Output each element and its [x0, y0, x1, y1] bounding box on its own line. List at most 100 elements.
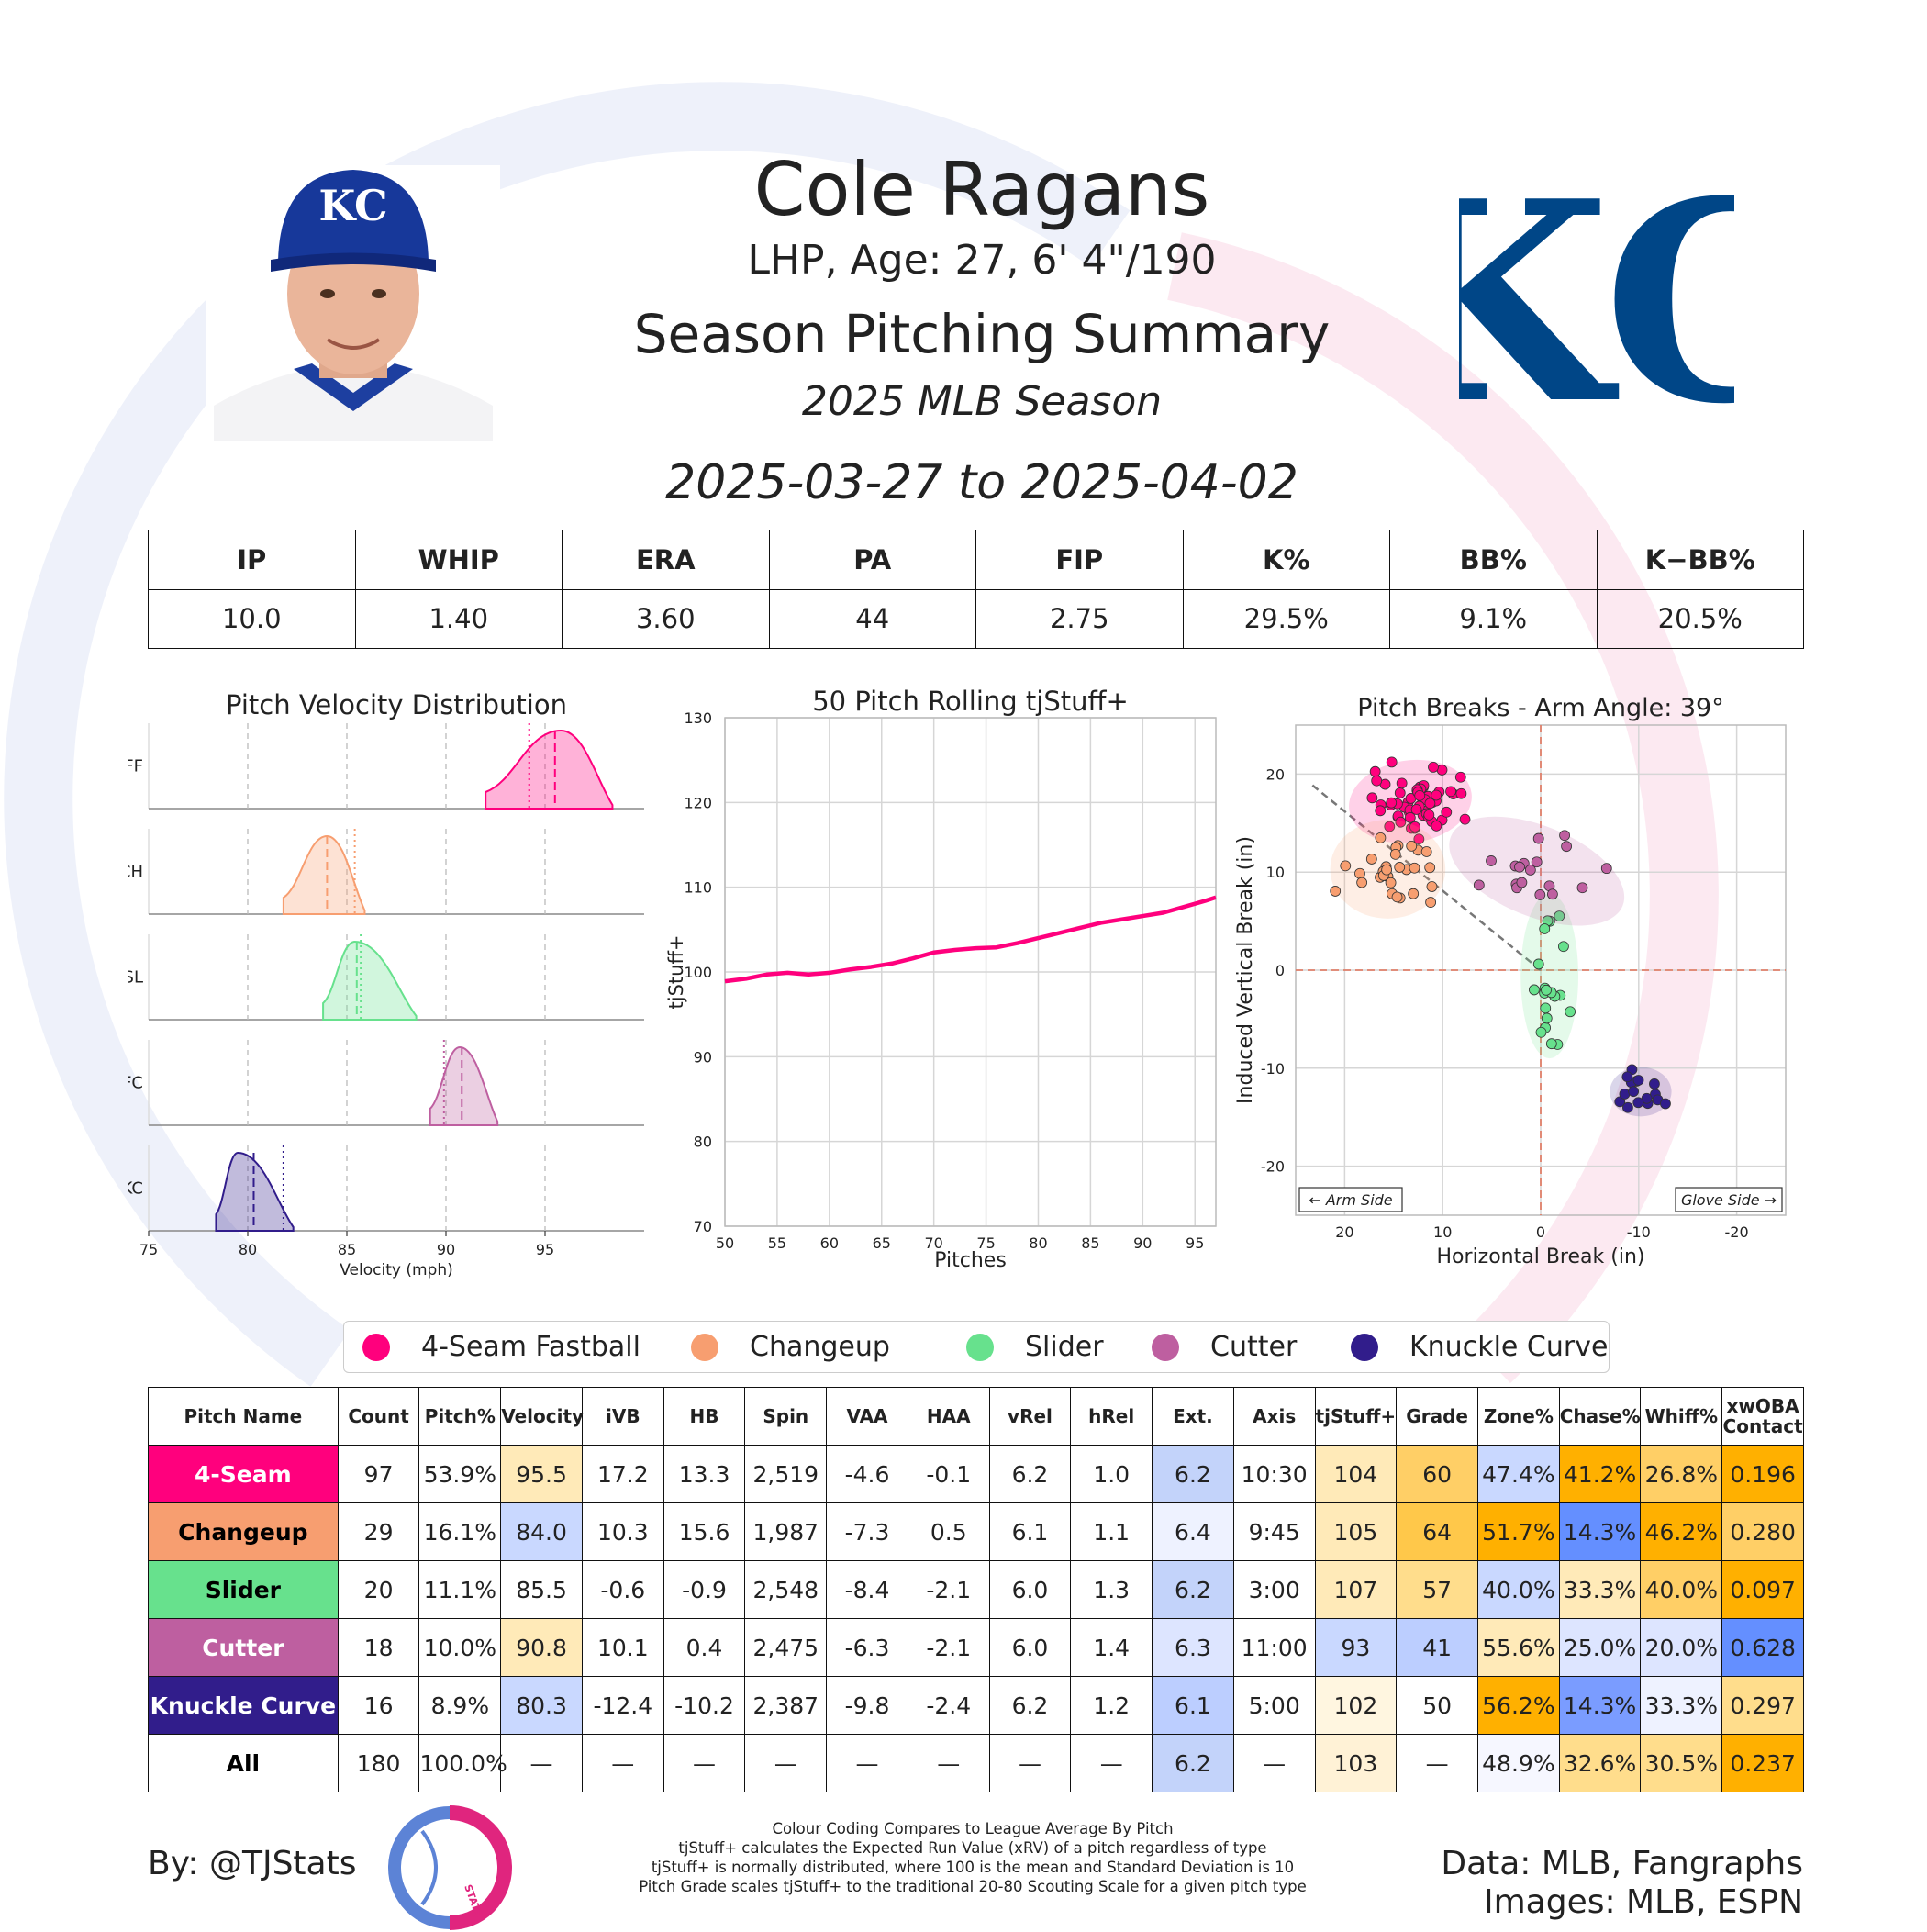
x-tick-label: -20: [1725, 1223, 1749, 1241]
pitch-table-row: All 180 100.0% — — — — — — — —6.2—103—48.9% 32.6% 30…: [148, 1734, 1804, 1792]
break-point-4: [1641, 1092, 1653, 1104]
break-point-4: [1628, 1086, 1640, 1098]
break-point-0: [1410, 804, 1422, 815]
pitch-table-cell: —: [1232, 1734, 1316, 1792]
pitch-table-cell: 51.7%: [1477, 1502, 1560, 1561]
pitch-table-cell: —: [744, 1734, 828, 1792]
legend-label: 4-Seam Fastball: [421, 1331, 640, 1363]
row-label-SL: SL: [128, 968, 143, 988]
break-point-4: [1621, 1071, 1633, 1083]
pitch-table-cell: 1.1: [1070, 1502, 1153, 1561]
credits: Data: MLB, Fangraphs Images: MLB, ESPN: [1441, 1845, 1803, 1922]
pitch-table-cell: 6.1: [988, 1502, 1072, 1561]
y-tick-label: 0: [1275, 962, 1285, 979]
break-point-2: [1535, 1026, 1547, 1038]
pitch-table-cell: 57: [1396, 1560, 1478, 1619]
pitch-table-cell: —: [988, 1734, 1072, 1792]
break-point-1: [1420, 846, 1432, 857]
legend-marker: [362, 1333, 390, 1361]
x-tick-label: 95: [1186, 1234, 1204, 1252]
pitch-table-cell: 6.4: [1152, 1502, 1234, 1561]
pitch-metrics-table: Pitch Name Count Pitch% Velocity iVB HB Spin VA…: [148, 1387, 1804, 1792]
break-point-2: [1540, 1002, 1552, 1014]
pitch-table-cell: 9:45: [1232, 1502, 1316, 1561]
row-label-FC: FC: [128, 1074, 143, 1093]
pitch-table-cell: 105: [1314, 1502, 1398, 1561]
break-point-3: [1546, 888, 1558, 900]
break-point-1: [1330, 886, 1342, 897]
rolling-tjstuff-chart: 50 Pitch Rolling tjStuff+ 50 55 60 65 70 75 80 8…: [665, 686, 1217, 1272]
x-tick-label: 80: [239, 1241, 257, 1258]
break-point-1: [1408, 888, 1420, 899]
pitch-table-cell: 26.8%: [1640, 1445, 1723, 1503]
pitch-table-cell: 14.3%: [1558, 1676, 1642, 1735]
stat-value-7: 20.5%: [1596, 588, 1804, 649]
footnote-line: Colour Coding Compares to League Average…: [772, 1820, 1174, 1837]
pitch-table-cell: 97: [337, 1445, 420, 1503]
break-point-3: [1524, 864, 1536, 876]
legend-item: Cutter: [1152, 1322, 1297, 1372]
break-point-4: [1660, 1098, 1671, 1110]
pitch-table-cell: 0.4: [663, 1618, 746, 1677]
pitch-table-cell: -10.2: [663, 1676, 746, 1735]
break-point-2: [1565, 1006, 1576, 1018]
pitch-table-header-cell: Axis: [1232, 1387, 1316, 1446]
break-point-0: [1459, 813, 1471, 825]
stats-value-row: 10.0 1.40 3.60 44 2.75 29.5% 9.1% 20.5%: [148, 588, 1804, 649]
pitch-table-cell: 20.0%: [1640, 1618, 1723, 1677]
break-point-0: [1384, 821, 1396, 832]
image-credit: Images: MLB, ESPN: [1483, 1883, 1803, 1921]
pitch-name-cell: Changeup: [148, 1502, 339, 1561]
glove-side-label: Glove Side →: [1675, 1187, 1783, 1212]
pitch-table-cell: 10.3: [581, 1502, 664, 1561]
player-name: Cole Ragans: [753, 147, 1210, 232]
legend-marker: [1152, 1333, 1179, 1361]
break-point-3: [1486, 855, 1497, 866]
break-point-0: [1366, 792, 1378, 804]
break-point-0: [1431, 789, 1442, 801]
break-point-0: [1424, 798, 1436, 810]
svg-text:KC: KC: [318, 181, 387, 230]
pitch-table-cell: 2,387: [744, 1676, 828, 1735]
pitch-table-header: Pitch Name Count Pitch% Velocity iVB HB Spin VA…: [148, 1387, 1804, 1446]
pitch-table-cell: —: [663, 1734, 746, 1792]
break-point-3: [1532, 832, 1544, 844]
pitch-table-cell: 17.2: [581, 1445, 664, 1503]
row-label-CH: CH: [128, 863, 143, 882]
break-point-2: [1529, 984, 1540, 996]
pitch-name-cell: Cutter: [148, 1618, 339, 1677]
x-axis-label: Pitches: [934, 1249, 1007, 1272]
pitch-table-cell: 85.5: [500, 1560, 583, 1619]
pitch-table-cell: -2.1: [907, 1618, 990, 1677]
break-point-0: [1396, 777, 1408, 789]
pitch-table-cell: 40.0%: [1640, 1560, 1723, 1619]
pitch-table-cell: 25.0%: [1558, 1618, 1642, 1677]
break-point-3: [1559, 830, 1570, 842]
break-point-0: [1375, 805, 1387, 817]
team-logo: KC: [1459, 156, 1734, 441]
break-point-2: [1532, 958, 1544, 970]
pitch-table-cell: 6.2: [1152, 1734, 1234, 1792]
break-point-4: [1614, 1096, 1626, 1108]
break-point-1: [1406, 840, 1418, 852]
pitch-table-cell: 107: [1314, 1560, 1398, 1619]
velocity-area-FF: [485, 729, 614, 810]
pitch-table-cell: 1.3: [1070, 1560, 1153, 1619]
break-point-3: [1514, 861, 1525, 873]
pitch-table-cell: 1.4: [1070, 1618, 1153, 1677]
pitch-table-cell: 103: [1314, 1734, 1398, 1792]
pitch-table-cell: —: [581, 1734, 664, 1792]
break-point-3: [1516, 877, 1528, 888]
x-tick-label: 90: [437, 1241, 455, 1258]
break-point-4: [1632, 1097, 1644, 1109]
stat-value-6: 9.1%: [1389, 588, 1598, 649]
pitch-table-cell: 2,475: [744, 1618, 828, 1677]
velocity-area-CH: [282, 834, 366, 915]
break-point-2: [1558, 941, 1569, 953]
pitch-table-cell: -7.3: [826, 1502, 908, 1561]
legend-label: Slider: [1025, 1331, 1104, 1363]
season-label: 2025 MLB Season: [801, 378, 1163, 425]
y-tick-label: 100: [684, 964, 712, 981]
stat-header-1: WHIP: [354, 530, 563, 590]
pitch-table-cell: 33.3%: [1558, 1560, 1642, 1619]
